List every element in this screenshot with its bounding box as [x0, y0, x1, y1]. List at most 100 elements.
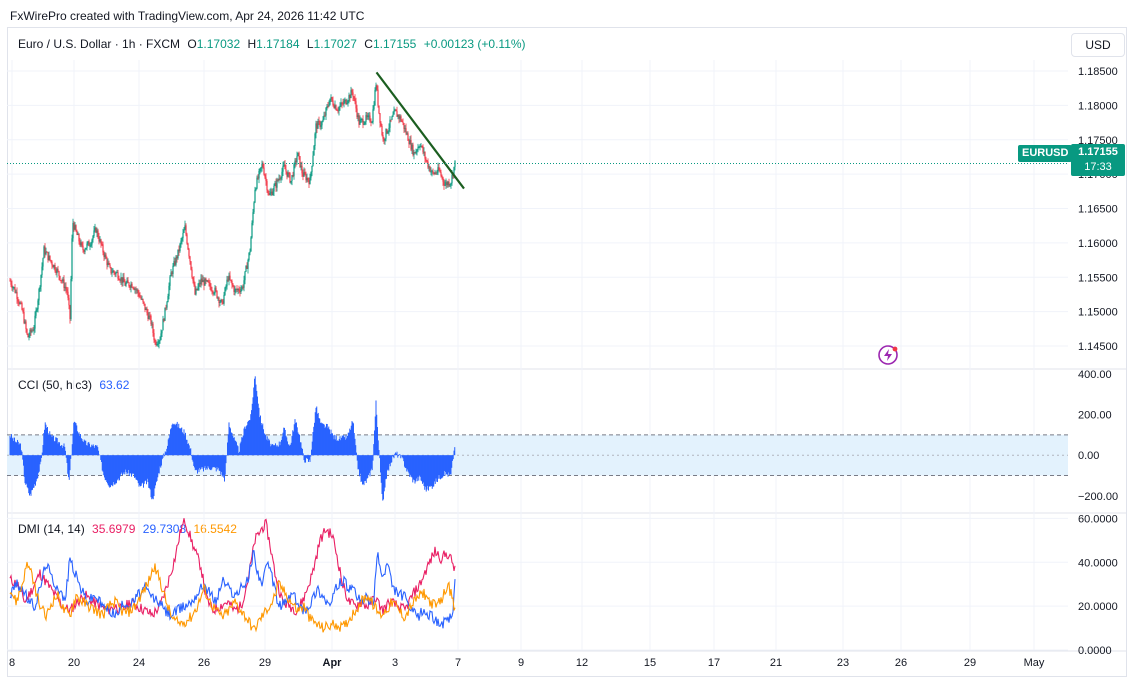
cci-bar [194, 455, 195, 468]
cci-bar [12, 437, 14, 456]
cci-bar [167, 445, 168, 456]
candle-body [120, 277, 122, 281]
cci-bar [9, 435, 11, 456]
candle-body [73, 223, 75, 230]
candle-body [316, 123, 318, 129]
cci-bar [176, 421, 178, 456]
cci-bar [248, 421, 249, 456]
candle-body [396, 111, 398, 117]
cci-bar [71, 444, 73, 456]
candle-body [100, 239, 102, 245]
candle-body [156, 344, 158, 345]
candle-body [145, 308, 147, 310]
price-tick-label: 1.15000 [1078, 307, 1118, 319]
cci-bar [195, 455, 197, 470]
cci-bar [198, 455, 200, 473]
cci-bar [199, 455, 201, 468]
candle-body [97, 230, 99, 238]
cci-bar [44, 429, 45, 456]
candle-body [382, 134, 384, 139]
candle-body [249, 251, 251, 253]
cci-bar [101, 455, 103, 471]
candle-body [389, 119, 391, 128]
candle-body [99, 239, 101, 242]
candle-body [105, 254, 107, 259]
cci-bar [57, 443, 59, 456]
candle-body [296, 156, 298, 162]
candle-body [104, 254, 106, 257]
candle-body [210, 286, 212, 291]
cci-bar [209, 455, 211, 470]
candle-body [252, 212, 254, 223]
candle-body [384, 138, 386, 141]
cci-bar [192, 455, 194, 462]
cci-bar [411, 455, 413, 478]
candle-body [103, 252, 105, 257]
cci-bar [157, 455, 159, 478]
candle-body [237, 289, 239, 291]
cci-bar [425, 455, 426, 487]
cci-bar [121, 455, 123, 473]
cci-bar [419, 455, 421, 477]
candle-body [17, 299, 19, 302]
cci-bar [27, 455, 29, 489]
candle-body [205, 278, 207, 281]
cci-bar [306, 455, 308, 459]
cci-bar [41, 455, 42, 458]
cci-bar [265, 435, 267, 456]
candle-body [402, 121, 404, 124]
cci-bar [179, 428, 180, 456]
cci-bar [86, 445, 88, 456]
candle-body [56, 268, 58, 274]
currency-button[interactable]: USD [1071, 33, 1125, 57]
cci-bar [177, 427, 179, 456]
cci-bar [284, 427, 285, 456]
cci-bar [416, 455, 418, 482]
cci-bar [145, 455, 147, 481]
candle-body [309, 177, 311, 185]
cci-bar [176, 423, 177, 456]
cci-bar [143, 455, 145, 484]
candle-body [201, 278, 203, 283]
candle-body [413, 152, 415, 155]
low-value: 1.17027 [313, 37, 357, 51]
candle-body [409, 139, 411, 145]
cci-bar [437, 455, 438, 482]
cci-bar [404, 455, 405, 467]
cci-bar [80, 434, 81, 456]
candle-body [289, 173, 291, 183]
candle-body [281, 171, 283, 178]
chart-frame [7, 27, 1127, 677]
cci-bar [362, 455, 363, 485]
candle-body [286, 171, 288, 177]
candle-body [164, 307, 166, 321]
cci-bar [160, 455, 162, 468]
alert-icon[interactable] [878, 345, 898, 365]
cci-bar [241, 437, 243, 456]
candle-body [79, 241, 81, 246]
cci-bar [443, 455, 444, 477]
cci-bar [165, 452, 167, 456]
cci-bar [403, 455, 405, 462]
cci-bar [79, 435, 81, 456]
candle-body [352, 92, 354, 97]
cci-bar [307, 455, 309, 459]
cci-bar [431, 455, 433, 489]
cci-bar [252, 397, 254, 456]
cci-bar [112, 455, 114, 487]
candle-body [74, 225, 76, 230]
cci-bar [269, 446, 271, 456]
cci-bar [133, 455, 135, 474]
candle-body [291, 175, 293, 181]
cci-bar [255, 384, 257, 456]
candle-body [44, 246, 46, 255]
price-candles [9, 82, 456, 349]
cci-bar [22, 455, 24, 460]
candle-body [82, 245, 84, 250]
candle-body [146, 308, 148, 313]
x-tick-label: 17 [708, 657, 720, 669]
candle-body [163, 319, 165, 321]
candle-body [72, 223, 74, 239]
candle-body [22, 309, 24, 312]
candle-body [444, 184, 446, 186]
